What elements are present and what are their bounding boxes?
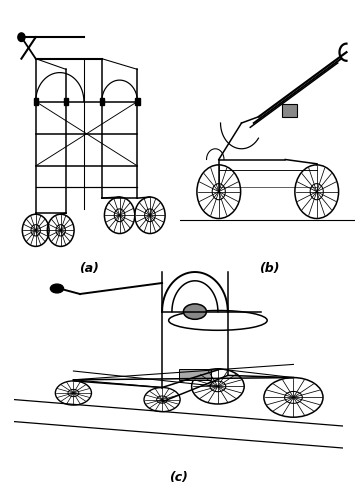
Bar [34, 98, 38, 106]
Bar [135, 98, 140, 106]
Circle shape [18, 33, 25, 42]
Bar [178, 369, 211, 380]
Bar [282, 104, 297, 117]
Text: (a): (a) [79, 262, 99, 275]
Text: (c): (c) [169, 471, 188, 484]
Text: (b): (b) [259, 262, 280, 275]
Circle shape [50, 284, 64, 293]
Bar [64, 98, 68, 106]
Bar [100, 98, 104, 106]
Circle shape [183, 304, 206, 320]
